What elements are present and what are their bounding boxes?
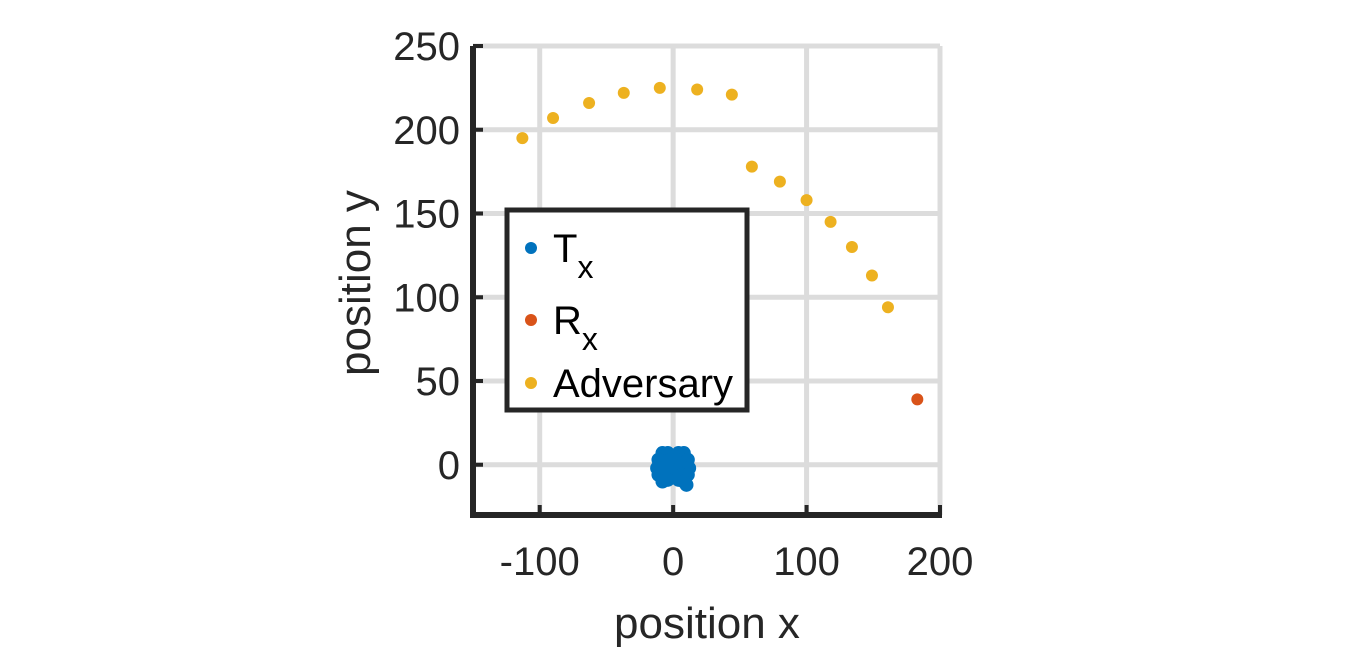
data-point [583,96,596,109]
y-tick-label: 50 [416,360,461,404]
axes [470,44,942,518]
data-point [725,88,738,101]
legend-marker [525,314,537,326]
data-point [911,393,924,406]
legend: Tx Rx Adversary [504,207,750,413]
data-point [516,132,529,145]
legend-marker [525,242,537,254]
x-tick-label: 100 [773,540,840,584]
data-point [745,160,758,173]
x-tick-label: 200 [907,540,974,584]
data-point [679,477,694,492]
legend-marker [525,377,537,389]
legend-label: Tx [553,227,593,285]
y-axis-label: position y [331,190,380,376]
data-point [547,112,560,125]
legend-label: Rx [553,299,598,357]
x-tick-label: 0 [662,540,684,584]
data-point [824,215,837,228]
data-point [800,194,813,207]
data-point [653,81,666,94]
x-tick-label: -100 [500,540,580,584]
y-tick-label: 200 [393,109,460,153]
data-point [691,83,704,96]
data-points [516,81,924,492]
data-point [881,301,894,314]
data-point [617,86,630,99]
data-point [865,269,878,282]
y-tick-label: 100 [393,276,460,320]
legend-label: Adversary [553,362,733,406]
data-point [773,175,786,188]
data-point [660,472,675,487]
y-tick-label: 250 [393,25,460,69]
data-point [845,241,858,253]
tick-labels: -100 0 100 200 0 50 100 150 200 250 [393,25,973,584]
y-tick-label: 150 [393,193,460,237]
y-tick-label: 0 [438,444,460,488]
x-axis-label: position x [614,599,800,648]
legend-box [504,207,750,413]
